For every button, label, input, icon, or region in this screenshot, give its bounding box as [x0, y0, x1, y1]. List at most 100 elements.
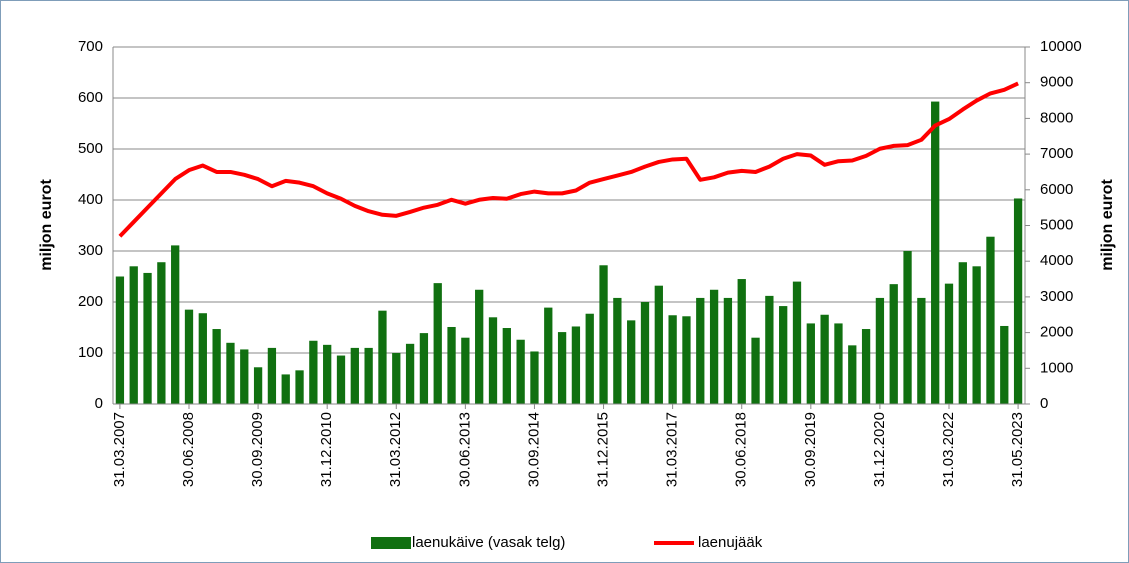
- y-tick-label: 500: [78, 140, 103, 157]
- bar: [212, 329, 221, 404]
- y-tick-label: 0: [95, 395, 103, 412]
- y2-tick-label: 4000: [1040, 252, 1073, 269]
- bar: [253, 367, 263, 404]
- bar: [696, 297, 705, 404]
- y-tick-label: 100: [78, 344, 103, 361]
- y2-tick-label: 5000: [1040, 216, 1073, 233]
- bar: [585, 313, 594, 404]
- bar: [613, 297, 622, 404]
- x-tick-label: 30.06.2013: [456, 412, 473, 487]
- bar: [792, 281, 802, 404]
- y-axis-label: miljon eurot: [38, 179, 55, 271]
- legend-swatch: [371, 537, 411, 549]
- line: [118, 81, 1019, 238]
- bar: [350, 347, 359, 404]
- bar: [820, 314, 829, 404]
- bar: [475, 289, 484, 404]
- x-tick-label: 30.06.2018: [733, 412, 750, 487]
- bar: [834, 323, 843, 404]
- legend-label: laenujääk: [698, 534, 763, 551]
- bar: [129, 266, 138, 404]
- bar: [751, 337, 760, 404]
- bar: [226, 342, 235, 404]
- y-tick-label: 700: [78, 38, 103, 55]
- bar: [1013, 198, 1023, 404]
- bar: [1000, 325, 1009, 404]
- y2-axis-label: miljon eurot: [1099, 179, 1116, 271]
- bar: [364, 347, 373, 404]
- bar: [378, 310, 387, 404]
- bar: [392, 353, 401, 404]
- bar: [502, 328, 511, 404]
- bar: [143, 272, 152, 404]
- x-tick-label: 31.03.2012: [387, 412, 404, 487]
- y-tick-label: 600: [78, 89, 103, 106]
- x-tick-label: 30.06.2008: [180, 412, 197, 487]
- bar: [958, 262, 967, 404]
- bar: [723, 297, 733, 404]
- bar: [240, 349, 249, 404]
- bar: [875, 297, 885, 404]
- bar: [903, 251, 912, 404]
- x-tick-label: 31.05.2023: [1009, 412, 1026, 487]
- y2-tick-label: 9000: [1040, 74, 1073, 91]
- bar: [986, 236, 995, 404]
- bar: [433, 283, 442, 404]
- y2-tick-label: 6000: [1040, 181, 1073, 198]
- y-tick-label: 400: [78, 191, 103, 208]
- bar: [447, 326, 456, 404]
- bar: [295, 370, 304, 404]
- bar: [530, 351, 539, 404]
- bar: [336, 355, 346, 404]
- bar: [309, 340, 318, 404]
- bar: [557, 332, 567, 404]
- bar: [972, 266, 981, 404]
- y2-tick-label: 10000: [1040, 38, 1082, 55]
- bar: [931, 101, 940, 404]
- x-tick-label: 31.03.2022: [940, 412, 957, 487]
- y2-tick-label: 0: [1040, 395, 1048, 412]
- legend-label: laenukäive (vasak telg): [412, 534, 565, 551]
- bar: [544, 307, 553, 404]
- x-tick-label: 31.12.2015: [595, 412, 612, 487]
- bar: [848, 345, 857, 404]
- x-tick-label: 31.03.2017: [664, 412, 681, 487]
- bar: [599, 265, 608, 404]
- bar: [944, 283, 954, 404]
- bar: [737, 279, 746, 404]
- bar: [405, 343, 415, 404]
- bar: [323, 344, 332, 404]
- bar: [115, 276, 125, 404]
- bar: [267, 347, 277, 404]
- bar: [571, 326, 581, 404]
- x-tick-label: 30.09.2014: [525, 412, 542, 487]
- bar: [654, 285, 663, 404]
- bar: [516, 339, 525, 404]
- bar: [419, 333, 429, 404]
- y-tick-label: 300: [78, 242, 103, 259]
- bar: [184, 309, 194, 404]
- bar: [198, 313, 207, 404]
- x-tick-label: 30.09.2009: [249, 412, 266, 487]
- x-tick-label: 31.12.2020: [871, 412, 888, 487]
- bar: [668, 315, 677, 404]
- bar: [917, 297, 926, 404]
- bar: [709, 289, 719, 404]
- bar: [682, 316, 691, 404]
- y2-tick-label: 7000: [1040, 145, 1073, 162]
- bar: [171, 245, 180, 404]
- bar: [765, 295, 774, 404]
- bar: [281, 374, 290, 404]
- x-tick-label: 31.12.2010: [318, 412, 335, 487]
- y2-tick-label: 8000: [1040, 109, 1073, 126]
- y-tick-label: 200: [78, 293, 103, 310]
- x-tick-label: 30.09.2019: [802, 412, 819, 487]
- bar: [806, 323, 815, 404]
- bar: [461, 337, 470, 404]
- x-tick-label: 31.03.2007: [111, 412, 128, 487]
- y2-tick-label: 2000: [1040, 324, 1073, 341]
- bar: [889, 284, 898, 404]
- y2-tick-label: 3000: [1040, 288, 1073, 305]
